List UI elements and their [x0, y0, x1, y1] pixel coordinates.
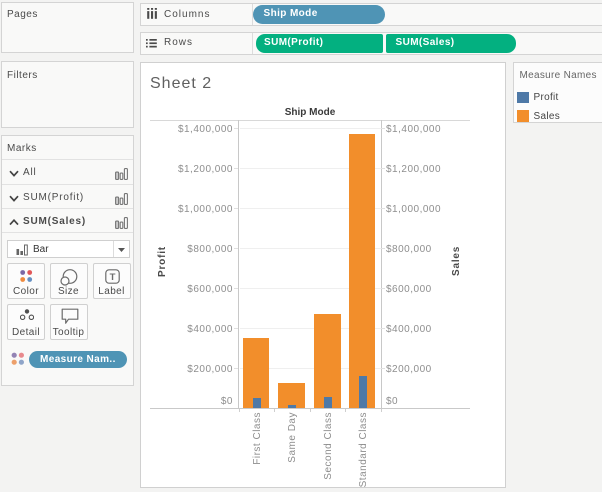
svg-text:T: T: [110, 272, 116, 283]
